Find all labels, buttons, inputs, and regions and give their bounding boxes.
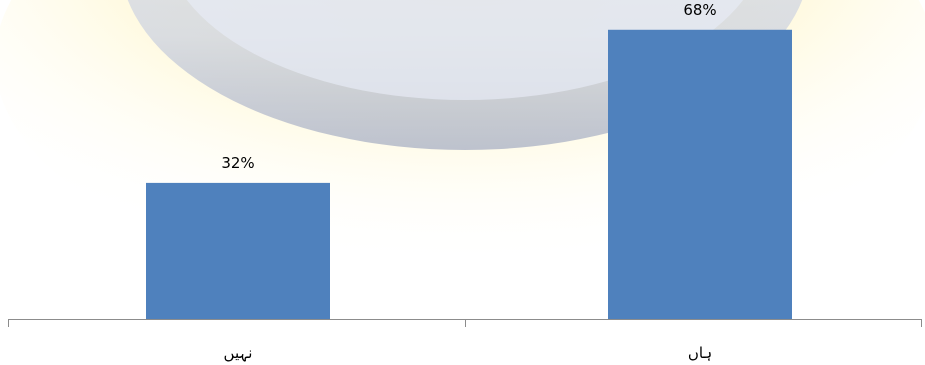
category-label-nahin: نہیں [224, 344, 253, 362]
category-label-haan: ہاں [688, 344, 712, 362]
data-label-haan: 68% [683, 1, 716, 19]
bar-nahin [146, 182, 330, 319]
bar-haan [608, 29, 792, 319]
data-label-nahin: 32% [221, 154, 254, 172]
